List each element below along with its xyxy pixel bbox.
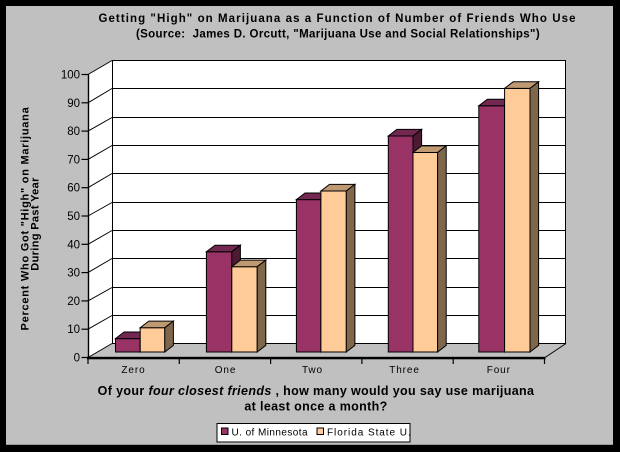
svg-text:50: 50 xyxy=(67,211,80,223)
svg-text:at least once a month?: at least once a month? xyxy=(244,400,387,414)
svg-text:60: 60 xyxy=(67,183,80,195)
svg-text:30: 30 xyxy=(67,268,80,280)
svg-text:Florida State U.: Florida State U. xyxy=(327,428,412,439)
svg-text:90: 90 xyxy=(67,98,80,110)
svg-text:0: 0 xyxy=(74,353,80,365)
svg-text:Of your four closest friends ,: Of your four closest friends , how many … xyxy=(98,384,535,398)
svg-text:40: 40 xyxy=(67,239,80,251)
svg-text:Two: Two xyxy=(302,365,323,376)
svg-text:Four: Four xyxy=(487,365,511,376)
svg-text:10: 10 xyxy=(67,324,80,336)
svg-text:Three: Three xyxy=(389,365,420,376)
svg-text:One: One xyxy=(215,365,237,376)
svg-text:U. of Minnesota: U. of Minnesota xyxy=(232,428,308,439)
svg-text:70: 70 xyxy=(67,154,80,166)
svg-text:100: 100 xyxy=(61,70,80,82)
svg-text:20: 20 xyxy=(67,296,80,308)
svg-text:Percent Who Got "High" on Mari: Percent Who Got "High" on Marijuana xyxy=(20,106,32,330)
svg-text:(Source: James D. Orcutt, "Ma: (Source: James D. Orcutt, "Marijuana Use… xyxy=(136,28,540,40)
svg-text:80: 80 xyxy=(67,126,80,138)
svg-text:Getting "High" on Marijuana as: Getting "High" on Marijuana as a Functio… xyxy=(98,13,576,25)
svg-text:During Past Year: During Past Year xyxy=(29,177,41,271)
svg-text:Zero: Zero xyxy=(121,365,145,376)
